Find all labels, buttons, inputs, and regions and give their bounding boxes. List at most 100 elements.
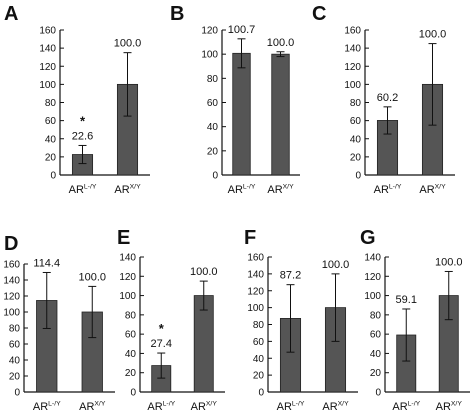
y-tick-label: 140 xyxy=(344,44,361,55)
y-tick-label: 160 xyxy=(3,260,20,271)
panel-label: F xyxy=(244,227,256,249)
x-tick-label: ARX/Y xyxy=(267,184,294,196)
y-tick-label: 40 xyxy=(207,122,219,133)
chart-panel-d: D 0 20 40 60 80 100 120 140 160 114.4 ARL-/Y 100.0 AR… xyxy=(3,233,115,413)
y-tick-label: 160 xyxy=(247,253,264,264)
y-tick-label: 100 xyxy=(119,291,136,302)
data-label: 100.0 xyxy=(190,266,218,278)
y-tick-label: 0 xyxy=(375,388,381,399)
y-tick-label: 140 xyxy=(39,44,56,55)
x-tick-label: ARX/Y xyxy=(79,401,106,413)
data-label: 87.2 xyxy=(280,270,301,282)
y-tick-label: 120 xyxy=(39,62,56,73)
x-tick-label: ARL-/Y xyxy=(374,184,402,196)
data-label: 59.1 xyxy=(396,294,417,306)
chart-panel-f: F 0 20 40 60 80 100 120 140 160 87.2 ARL-/Y 100.0 ARX… xyxy=(244,227,358,413)
y-tick-label: 60 xyxy=(9,340,21,351)
y-tick-label: 0 xyxy=(258,388,264,399)
data-label: 100.0 xyxy=(435,256,463,268)
panel-label: A xyxy=(4,3,18,25)
y-tick-label: 80 xyxy=(125,310,137,321)
y-tick-label: 120 xyxy=(119,272,136,283)
y-tick-label: 80 xyxy=(350,98,362,109)
y-tick-label: 140 xyxy=(364,253,381,264)
x-tick-label: ARX/Y xyxy=(322,401,349,413)
y-tick-label: 80 xyxy=(370,310,382,321)
y-tick-label: 120 xyxy=(3,292,20,303)
bar xyxy=(271,53,290,176)
y-tick-label: 0 xyxy=(212,171,218,182)
chart-panel-e: E 0 20 40 60 80 100 120 140 27.4 * ARL-/Y 100.0 ARX/Y xyxy=(117,227,225,413)
y-tick-label: 60 xyxy=(350,116,362,127)
significance-marker: * xyxy=(159,321,165,336)
y-tick-label: 20 xyxy=(207,146,219,157)
y-tick-label: 0 xyxy=(14,388,20,399)
x-tick-label: ARL-/Y xyxy=(69,184,97,196)
y-tick-label: 100 xyxy=(201,50,218,61)
y-tick-label: 40 xyxy=(9,356,21,367)
y-tick-label: 120 xyxy=(344,62,361,73)
y-tick-label: 60 xyxy=(253,337,265,348)
panel-label: G xyxy=(360,227,376,249)
x-tick-label: ARL-/Y xyxy=(277,401,305,413)
y-tick-label: 100 xyxy=(247,303,264,314)
y-tick-label: 40 xyxy=(125,349,137,360)
x-tick-label: ARX/Y xyxy=(436,401,463,413)
x-tick-label: ARX/Y xyxy=(419,184,446,196)
chart-panel-g: G 0 20 40 60 80 100 120 140 59.1 ARL-/Y 100.0 ARX/Y xyxy=(360,227,470,413)
y-tick-label: 120 xyxy=(364,272,381,283)
y-tick-label: 0 xyxy=(355,171,361,182)
y-tick-label: 60 xyxy=(125,330,137,341)
y-tick-label: 60 xyxy=(207,98,219,109)
data-label: 100.7 xyxy=(228,24,256,36)
y-tick-label: 20 xyxy=(9,372,21,383)
y-tick-label: 80 xyxy=(253,320,265,331)
y-tick-label: 60 xyxy=(370,330,382,341)
data-label: 22.6 xyxy=(72,130,93,142)
y-tick-label: 100 xyxy=(364,291,381,302)
chart-panel-b: B 0 20 40 60 80 100 120 100.7 ARL-/Y 100.0 ARX/Y xyxy=(170,3,300,196)
chart-panel-c: C 0 20 40 60 80 100 120 140 160 60.2 ARL-/Y 100.0 ARX… xyxy=(312,3,455,196)
y-tick-label: 40 xyxy=(370,349,382,360)
y-tick-label: 120 xyxy=(247,286,264,297)
y-tick-label: 20 xyxy=(125,368,137,379)
y-tick-label: 160 xyxy=(344,26,361,37)
y-tick-label: 60 xyxy=(45,116,57,127)
data-label: 27.4 xyxy=(151,338,172,350)
x-tick-label: ARL-/Y xyxy=(392,401,420,413)
y-tick-label: 20 xyxy=(45,152,57,163)
data-label: 100.0 xyxy=(78,271,106,283)
y-tick-label: 20 xyxy=(370,368,382,379)
data-label: 100.0 xyxy=(267,37,295,49)
y-tick-label: 140 xyxy=(119,253,136,264)
y-tick-label: 160 xyxy=(39,26,56,37)
y-tick-label: 40 xyxy=(350,134,362,145)
data-label: 100.0 xyxy=(114,38,142,50)
x-tick-label: ARL-/Y xyxy=(228,184,256,196)
panel-label: D xyxy=(4,233,18,255)
y-tick-label: 40 xyxy=(253,354,265,365)
panel-label: B xyxy=(170,3,184,25)
bar xyxy=(232,52,251,176)
y-tick-label: 20 xyxy=(350,152,362,163)
y-tick-label: 140 xyxy=(3,276,20,287)
data-label: 60.2 xyxy=(377,92,398,104)
chart-panel-a: A 0 20 40 60 80 100 120 140 160 22.6 * ARL-/Y 100.0 AR… xyxy=(4,3,150,196)
y-tick-label: 100 xyxy=(39,80,56,91)
y-tick-label: 0 xyxy=(50,171,56,182)
y-tick-label: 80 xyxy=(9,324,21,335)
y-tick-label: 100 xyxy=(344,80,361,91)
data-label: 100.0 xyxy=(322,259,350,271)
x-tick-label: ARX/Y xyxy=(191,401,218,413)
data-label: 100.0 xyxy=(419,29,447,41)
x-tick-label: ARL-/Y xyxy=(33,401,61,413)
significance-marker: * xyxy=(80,113,86,128)
y-tick-label: 100 xyxy=(3,308,20,319)
y-tick-label: 20 xyxy=(253,371,265,382)
panel-label: C xyxy=(312,3,326,25)
y-tick-label: 0 xyxy=(130,388,136,399)
y-tick-label: 140 xyxy=(247,269,264,280)
y-tick-label: 80 xyxy=(207,74,219,85)
y-tick-label: 40 xyxy=(45,134,57,145)
